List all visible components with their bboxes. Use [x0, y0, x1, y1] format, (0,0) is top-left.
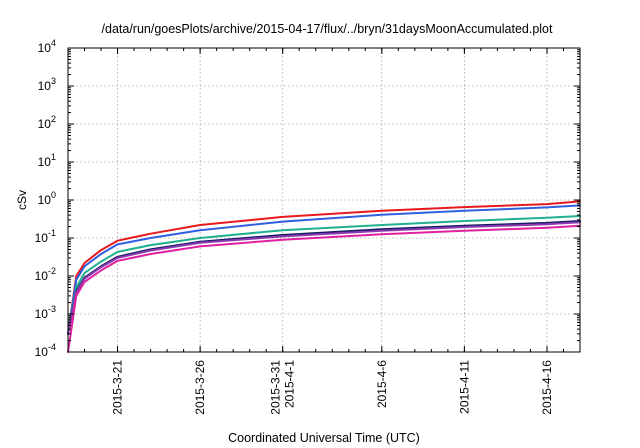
- x-tick-label: 2015-4-16: [540, 360, 554, 415]
- y-tick-label: 102: [38, 114, 56, 131]
- y-tick-exponent: -3: [48, 304, 56, 314]
- y-tick-base: 10: [38, 193, 52, 207]
- y-tick-base: 10: [35, 345, 49, 359]
- y-tick-base: 10: [35, 231, 49, 245]
- y-tick-label: 10-2: [35, 266, 56, 283]
- y-tick-exponent: -2: [48, 266, 56, 276]
- x-tick-label: 2015-4-1: [283, 360, 297, 408]
- y-tick-exponent: 1: [51, 152, 56, 162]
- y-tick-exponent: 3: [51, 76, 56, 86]
- y-tick-label: 10-4: [35, 342, 56, 359]
- y-tick-base: 10: [38, 41, 52, 55]
- series-line: [67, 204, 581, 335]
- series-line: [67, 200, 581, 335]
- series-line: [67, 221, 581, 335]
- x-axis-label: Coordinated Universal Time (UTC): [228, 431, 420, 445]
- series-line: [67, 215, 581, 335]
- y-tick-base: 10: [38, 155, 52, 169]
- series-line: [67, 224, 581, 353]
- x-tick-label: 2015-4-6: [375, 360, 389, 408]
- y-tick-exponent: -4: [48, 342, 56, 352]
- y-tick-base: 10: [38, 117, 52, 131]
- y-axis-label: cSv: [15, 190, 29, 210]
- chart-title: /data/run/goesPlots/archive/2015-04-17/f…: [102, 22, 553, 36]
- y-tick-exponent: 0: [51, 190, 56, 200]
- series-group: [67, 200, 581, 353]
- y-tick-base: 10: [38, 79, 52, 93]
- y-tick-label: 103: [38, 76, 56, 93]
- y-tick-base: 10: [35, 269, 49, 283]
- x-tick-label: 2015-4-11: [457, 360, 471, 414]
- x-tick-labels: 2015-3-21 2015-3-26 2015-3-31 2015-4-1 2015-…: [111, 360, 554, 415]
- x-tick-label: 2015-3-31: [269, 360, 283, 415]
- y-tick-label: 10-1: [35, 228, 56, 245]
- y-tick-base: 10: [35, 307, 49, 321]
- x-tick-label: 2015-3-21: [111, 360, 125, 415]
- y-tick-label: 100: [38, 190, 56, 207]
- y-tick-label: 104: [38, 38, 56, 55]
- y-tick-label: 10-3: [35, 304, 56, 321]
- axis-ticks: [67, 47, 581, 353]
- y-tick-exponent: -1: [48, 228, 56, 238]
- grid-lines: [68, 48, 580, 352]
- y-tick-label: 101: [38, 152, 56, 169]
- x-tick-label: 2015-3-26: [193, 360, 207, 415]
- y-tick-exponent: 4: [51, 38, 56, 48]
- y-tick-exponent: 2: [51, 114, 56, 124]
